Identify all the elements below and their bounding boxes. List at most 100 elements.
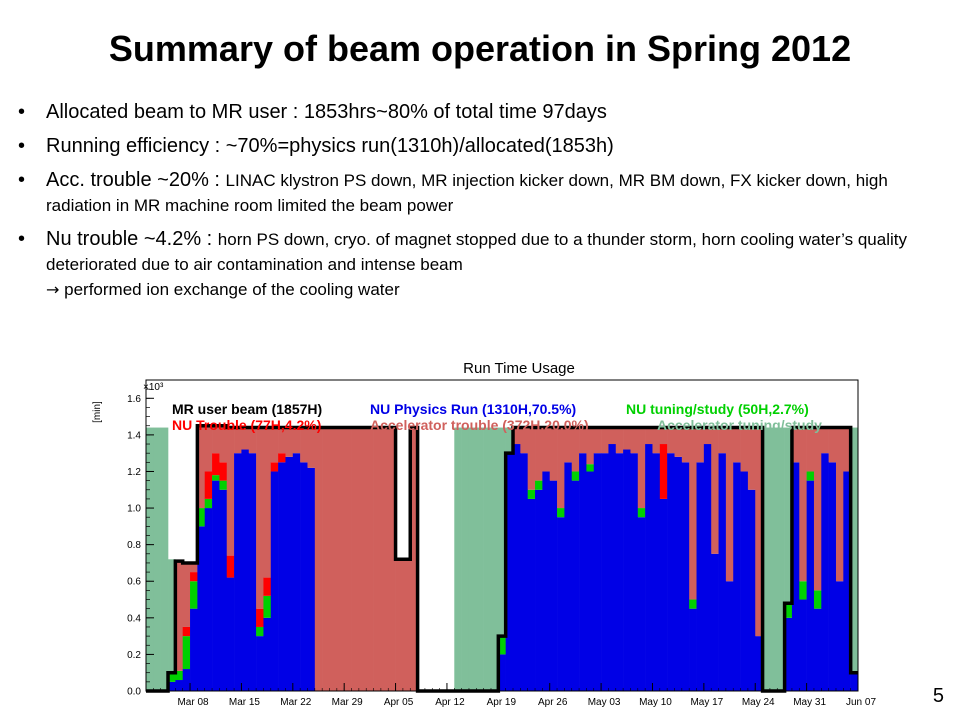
bar-physics bbox=[197, 526, 206, 691]
bar-physics bbox=[784, 617, 793, 691]
bar-acc-trouble bbox=[358, 427, 367, 691]
bar-acc-tuning bbox=[461, 427, 470, 691]
bar-acc-trouble bbox=[674, 427, 683, 457]
bar-physics bbox=[505, 453, 514, 691]
bar-physics bbox=[791, 462, 800, 691]
bar-acc-trouble bbox=[813, 427, 822, 591]
bar-acc-trouble bbox=[388, 427, 396, 691]
bullet-list: Allocated beam to MR user : 1853hrs~80% … bbox=[18, 100, 953, 311]
bar-physics bbox=[718, 453, 727, 691]
y-tick-label: 1.0 bbox=[127, 504, 141, 515]
page-number: 5 bbox=[932, 685, 944, 707]
bar-acc-trouble bbox=[300, 427, 308, 463]
bar-physics bbox=[256, 636, 264, 691]
axes-layer: 0.0 0.2 0.4 0.6 0.8 1.0 1.2 1.4 1.6 Mar 08 Mar 15 M… bbox=[127, 379, 876, 708]
bar-physics bbox=[190, 608, 198, 691]
bar-acc-trouble bbox=[344, 427, 352, 691]
legend: MR user beam (1857H) NU Physics Run (1310… bbox=[172, 401, 822, 433]
bar-physics bbox=[579, 453, 587, 691]
bar-acc-tuning bbox=[769, 427, 778, 691]
bullet-item: Allocated beam to MR user : 1853hrs~80% … bbox=[18, 100, 953, 125]
bar-physics bbox=[248, 453, 257, 691]
bar-acc-trouble bbox=[278, 427, 286, 454]
bar-nu-trouble bbox=[182, 626, 191, 637]
bar-physics bbox=[300, 462, 308, 691]
bar-acc-trouble bbox=[571, 427, 580, 472]
bar-acc-trouble bbox=[821, 427, 829, 454]
bar-acc-trouble bbox=[314, 427, 323, 691]
legend-entry: Accelerator tuning/study bbox=[657, 417, 822, 433]
bar-nu-tuning bbox=[190, 581, 198, 609]
bar-acc-tuning bbox=[762, 427, 771, 691]
bar-physics bbox=[659, 498, 668, 691]
bar-acc-trouble bbox=[843, 427, 851, 472]
bar-acc-trouble bbox=[549, 427, 558, 481]
bar-physics bbox=[806, 480, 815, 691]
y-tick-label: 0.0 bbox=[127, 687, 141, 698]
bar-physics bbox=[821, 453, 829, 691]
bar-acc-trouble bbox=[322, 427, 330, 691]
bar-physics bbox=[219, 489, 228, 691]
chart-title: Run Time Usage bbox=[463, 360, 575, 377]
y-tick-label: 1.4 bbox=[127, 430, 141, 441]
bar-acc-trouble bbox=[740, 427, 749, 472]
bar-acc-trouble bbox=[755, 427, 763, 637]
bar-acc-trouble bbox=[747, 427, 756, 490]
bar-acc-trouble bbox=[579, 427, 587, 454]
bar-nu-tuning bbox=[637, 508, 646, 518]
bar-acc-trouble bbox=[263, 427, 272, 578]
bar-acc-trouble bbox=[270, 427, 279, 463]
bullet-detail: LINAC klystron PS down, MR injection kic… bbox=[46, 171, 888, 215]
bar-physics bbox=[689, 608, 697, 691]
x-tick-label: Mar 29 bbox=[332, 697, 364, 708]
bar-nu-tuning bbox=[219, 480, 228, 490]
bar-acc-trouble bbox=[212, 425, 220, 454]
bar-physics bbox=[623, 449, 631, 691]
x-tick-label: May 17 bbox=[690, 697, 723, 708]
bar-acc-trouble bbox=[681, 427, 690, 463]
bar-acc-trouble bbox=[799, 427, 807, 582]
x-tick-label: Mar 22 bbox=[280, 697, 312, 708]
bullet-lead: Nu trouble ~4.2% : bbox=[46, 228, 218, 250]
bar-acc-tuning bbox=[476, 427, 484, 691]
bar-physics bbox=[564, 462, 573, 691]
bar-acc-trouble bbox=[718, 427, 727, 454]
bar-acc-tuning bbox=[146, 427, 154, 691]
x-tick-label: May 10 bbox=[639, 697, 672, 708]
bullet-lead: Allocated beam to MR user : 1853hrs~80% … bbox=[46, 101, 607, 123]
x-tick-label: Mar 08 bbox=[177, 697, 209, 708]
bar-physics bbox=[733, 462, 741, 691]
bar-nu-trouble bbox=[204, 471, 213, 499]
bar-acc-trouble bbox=[182, 562, 191, 627]
bar-physics bbox=[513, 444, 521, 691]
bar-nu-tuning bbox=[557, 508, 565, 518]
bar-nu-tuning bbox=[689, 599, 697, 609]
bar-nu-tuning bbox=[256, 626, 264, 637]
x-tick-label: Apr 26 bbox=[538, 697, 568, 708]
bar-physics bbox=[498, 654, 506, 691]
bar-acc-trouble bbox=[835, 427, 844, 582]
bar-acc-tuning bbox=[153, 427, 161, 691]
bullet-item: Running efficiency : ~70%=physics run(13… bbox=[18, 134, 953, 159]
bar-physics bbox=[608, 444, 617, 691]
bar-physics bbox=[667, 453, 675, 691]
x-tick-label: Apr 12 bbox=[435, 697, 465, 708]
bar-physics bbox=[593, 453, 602, 691]
bar-physics bbox=[571, 480, 580, 691]
bar-nu-tuning bbox=[498, 636, 506, 655]
bar-physics bbox=[850, 672, 859, 691]
bar-acc-trouble bbox=[593, 427, 602, 454]
bar-acc-trouble bbox=[689, 427, 697, 600]
bullet-item: Acc. trouble ~20% : LINAC klystron PS do… bbox=[18, 168, 953, 218]
bar-acc-tuning bbox=[784, 427, 793, 604]
bar-acc-trouble bbox=[329, 427, 338, 691]
bar-acc-trouble bbox=[659, 427, 668, 445]
bullet-detail: performed ion exchange of the cooling wa… bbox=[59, 280, 400, 299]
bar-acc-trouble bbox=[380, 427, 389, 691]
bar-acc-tuning bbox=[483, 427, 492, 691]
bar-physics bbox=[681, 462, 690, 691]
bar-physics bbox=[234, 453, 242, 691]
bar-acc-trouble bbox=[241, 427, 250, 450]
bar-physics bbox=[586, 471, 595, 691]
bar-physics bbox=[696, 462, 705, 691]
